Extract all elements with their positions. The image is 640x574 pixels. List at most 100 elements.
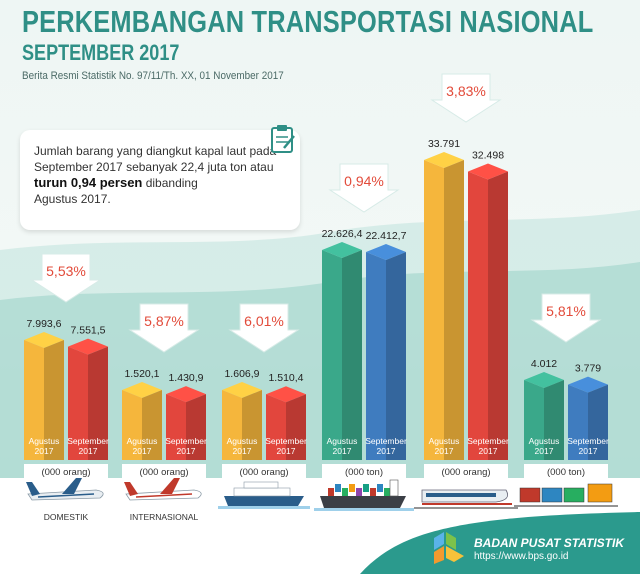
bar-side-4-0 — [444, 160, 464, 460]
bar-3-0 — [322, 250, 342, 460]
unit-label-2: (000 orang) — [239, 467, 288, 478]
unit-label-4: (000 orang) — [441, 467, 490, 478]
category-year-2-1: 2017 — [277, 446, 296, 456]
unit-label-1: (000 orang) — [139, 467, 188, 478]
bar-5-0 — [524, 380, 544, 460]
publication-reference: Berita Resmi Statistik No. 97/11/Th. XX,… — [22, 70, 284, 82]
callout-text: Jumlah barang yang diangkut kapal laut p… — [34, 144, 296, 207]
value-label-0-1: 7.551,5 — [70, 325, 105, 337]
category-label-4-1: September — [467, 436, 509, 446]
category-label-5-1: September — [567, 436, 609, 446]
unit-plate-2 — [222, 464, 306, 478]
bar-side-5-1 — [588, 384, 608, 460]
value-label-2-1: 1.510,4 — [268, 372, 303, 384]
bar-side-5-0 — [544, 380, 564, 460]
passenger-ship-icon — [218, 481, 310, 509]
footer-band — [360, 512, 640, 574]
change-percent-4: 3,83% — [446, 83, 486, 99]
change-arrow-0 — [30, 253, 102, 303]
unit-label-3: (000 ton) — [345, 467, 383, 478]
bar-1-1 — [166, 394, 186, 460]
unit-label-5: (000 ton) — [547, 467, 585, 478]
value-label-0-0: 7.993,6 — [26, 318, 61, 330]
category-label-3-1: September — [365, 436, 407, 446]
bar-side-1-1 — [186, 394, 206, 460]
unit-plate-4 — [424, 464, 508, 478]
callout-line3-rest: dibanding — [142, 176, 198, 190]
unit-plate-3 — [322, 464, 406, 478]
change-percent-1: 5,87% — [144, 313, 184, 329]
bar-side-1-0 — [142, 390, 162, 460]
category-year-0-0: 2017 — [35, 446, 54, 456]
callout-highlight: turun 0,94 persen — [34, 175, 143, 190]
domestic-plane-icon — [26, 478, 104, 501]
group-label-1: INTERNASIONAL — [130, 512, 199, 522]
callout-line4: Agustus 2017. — [34, 191, 111, 206]
category-label-2-0: Agustus — [227, 436, 258, 446]
bar-side-2-1 — [286, 394, 306, 460]
international-plane-icon — [124, 478, 202, 501]
cargo-ship-icon — [314, 479, 414, 511]
passenger-train-icon — [414, 489, 518, 509]
category-year-5-1: 2017 — [579, 446, 598, 456]
page-subtitle: SEPTEMBER 2017 — [22, 40, 180, 65]
change-percent-5: 5,81% — [546, 303, 586, 319]
bar-2-0 — [222, 390, 242, 460]
unit-plate-1 — [122, 464, 206, 478]
value-label-4-1: 32.498 — [472, 149, 504, 161]
category-label-3-0: Agustus — [327, 436, 358, 446]
category-label-0-1: September — [67, 436, 109, 446]
bar-side-3-1 — [386, 251, 406, 460]
change-arrow-1 — [128, 303, 200, 353]
change-arrow-4 — [430, 73, 502, 123]
bar-3-1 — [366, 251, 386, 460]
category-year-0-1: 2017 — [79, 446, 98, 456]
callout-line2-value: 22,4 juta ton atau — [180, 159, 274, 174]
callout-line2-prefix: September 2017 sebanyak — [34, 159, 181, 174]
bar-0-0 — [24, 340, 44, 460]
category-year-4-0: 2017 — [435, 446, 454, 456]
value-label-5-1: 3.779 — [575, 363, 601, 375]
category-year-4-1: 2017 — [479, 446, 498, 456]
bar-side-0-1 — [88, 346, 108, 460]
change-arrow-2 — [228, 303, 300, 353]
category-year-2-0: 2017 — [233, 446, 252, 456]
bar-5-1 — [568, 384, 588, 460]
freight-train-icon — [514, 483, 618, 507]
value-label-4-0: 33.791 — [428, 138, 460, 150]
category-year-1-0: 2017 — [133, 446, 152, 456]
change-percent-2: 6,01% — [244, 313, 284, 329]
info-callout: Jumlah barang yang diangkut kapal laut p… — [20, 130, 300, 230]
category-label-0-0: Agustus — [29, 436, 60, 446]
group-label-0: DOMESTIK — [44, 512, 89, 522]
value-label-2-0: 1.606,9 — [224, 368, 259, 380]
change-percent-0: 5,53% — [46, 263, 86, 279]
value-label-3-1: 22.412,7 — [366, 230, 407, 242]
change-percent-3: 0,94% — [344, 173, 384, 189]
bps-logo-icon — [434, 532, 464, 564]
org-name: BADAN PUSAT STATISTIK — [474, 536, 624, 550]
category-year-3-0: 2017 — [333, 446, 352, 456]
category-year-1-1: 2017 — [177, 446, 196, 456]
bar-side-4-1 — [488, 171, 508, 461]
header: PERKEMBANGAN TRANSPORTASI NASIONAL SEPTE… — [0, 0, 640, 96]
category-label-2-1: September — [265, 436, 307, 446]
unit-plate-0 — [24, 464, 108, 478]
category-label-5-0: Agustus — [529, 436, 560, 446]
change-arrow-3 — [328, 163, 400, 213]
value-label-5-0: 4.012 — [531, 358, 557, 370]
unit-label-0: (000 orang) — [41, 467, 90, 478]
unit-plate-5 — [524, 464, 608, 478]
category-label-1-0: Agustus — [127, 436, 158, 446]
category-year-5-0: 2017 — [535, 446, 554, 456]
value-label-3-0: 22.626,4 — [322, 228, 363, 240]
clipboard-icon — [271, 125, 295, 153]
page-title: PERKEMBANGAN TRANSPORTASI NASIONAL — [22, 4, 594, 39]
category-year-3-1: 2017 — [377, 446, 396, 456]
change-arrow-5 — [530, 293, 602, 343]
bar-4-0 — [424, 160, 444, 460]
bar-side-3-0 — [342, 250, 362, 460]
bar-4-1 — [468, 171, 488, 461]
